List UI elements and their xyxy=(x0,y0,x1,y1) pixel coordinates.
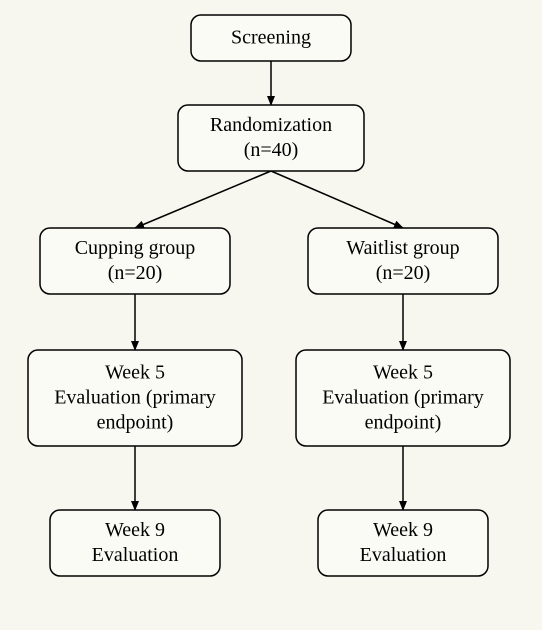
node-label: (n=40) xyxy=(244,139,299,161)
node-label: Evaluation xyxy=(92,544,179,566)
node-label: Week 9 xyxy=(105,519,165,541)
node-label: (n=20) xyxy=(108,262,163,284)
node-screening: Screening xyxy=(191,15,351,61)
node-label: Evaluation xyxy=(360,544,447,566)
node-wk9_right: Week 9 Evaluation xyxy=(318,510,488,576)
node-label: Screening xyxy=(231,27,311,49)
edge xyxy=(135,171,271,228)
node-label: Week 5 xyxy=(105,362,165,384)
node-label: Week 5 xyxy=(373,362,433,384)
node-label: Week 9 xyxy=(373,519,433,541)
node-label: Cupping group xyxy=(75,237,196,259)
node-label: (n=20) xyxy=(376,262,431,284)
node-label: Evaluation (primary xyxy=(54,387,216,409)
node-wk9_left: Week 9 Evaluation xyxy=(50,510,220,576)
node-label: Evaluation (primary xyxy=(322,387,484,409)
flowchart: Screening Randomization (n=40) Cupping grou… xyxy=(0,0,542,630)
node-label: Waitlist group xyxy=(346,237,459,259)
node-label: endpoint) xyxy=(97,412,174,434)
node-waitlist: Waitlist group (n=20) xyxy=(308,228,498,294)
node-wk5_left: Week 5 Evaluation (primary endpoint) xyxy=(28,350,242,446)
node-cupping: Cupping group (n=20) xyxy=(40,228,230,294)
edge xyxy=(271,171,403,228)
node-wk5_right: Week 5 Evaluation (primary endpoint) xyxy=(296,350,510,446)
node-label: endpoint) xyxy=(365,412,442,434)
node-label: Randomization xyxy=(210,114,332,136)
node-randomize: Randomization (n=40) xyxy=(178,105,364,171)
